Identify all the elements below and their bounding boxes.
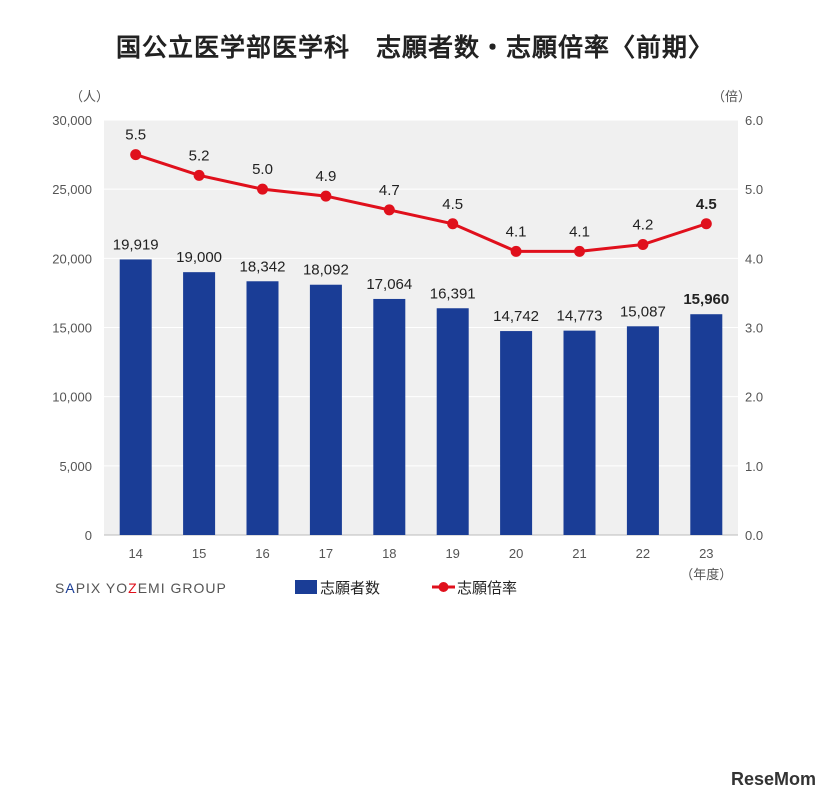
line-point — [383, 204, 395, 216]
bar — [436, 308, 469, 535]
bar-data-label: 18,092 — [303, 262, 349, 279]
y-left-unit: （人） — [70, 89, 109, 104]
y-left-tick-label: 10,000 — [52, 390, 92, 405]
y-right-tick-label: 1.0 — [745, 459, 763, 474]
line-point — [700, 218, 712, 230]
line-data-label: 4.2 — [632, 217, 653, 234]
bar — [690, 314, 723, 535]
line-data-label: 4.9 — [315, 168, 336, 185]
line-data-label: 5.2 — [189, 147, 210, 164]
y-right-tick-label: 2.0 — [745, 390, 763, 405]
bar — [183, 272, 216, 535]
x-tick-label: 15 — [192, 546, 206, 561]
bar-data-label: 15,087 — [620, 303, 666, 320]
line-data-label: 4.1 — [506, 223, 527, 240]
x-tick-label: 18 — [382, 546, 396, 561]
bar — [373, 298, 406, 535]
bar-data-label: 17,064 — [366, 276, 412, 293]
bar — [309, 284, 342, 535]
line-series — [135, 153, 707, 253]
line-point — [320, 190, 332, 202]
x-tick-label: 14 — [128, 546, 142, 561]
y-left-tick-label: 25,000 — [52, 182, 92, 197]
y-left-tick-label: 20,000 — [52, 251, 92, 266]
y-right-unit: （倍） — [712, 89, 751, 104]
y-left-tick-label: 15,000 — [52, 321, 92, 336]
line-point — [130, 149, 142, 161]
resemom-logo: ReseMom — [730, 769, 816, 789]
bar — [500, 331, 533, 535]
x-tick-label: 23 — [699, 546, 713, 561]
y-right-tick-label: 5.0 — [745, 182, 763, 197]
bar — [563, 330, 596, 535]
line-data-label: 4.5 — [442, 196, 463, 213]
bar — [119, 259, 152, 535]
bar-data-label: 19,919 — [113, 236, 159, 253]
x-tick-label: 16 — [255, 546, 269, 561]
bar-data-label: 15,960 — [683, 291, 729, 308]
y-left-tick-label: 30,000 — [52, 113, 92, 128]
legend-label-ratio: 志願倍率 — [457, 580, 517, 597]
y-right-tick-label: 3.0 — [745, 321, 763, 336]
bar-data-label: 14,742 — [493, 308, 539, 325]
bar-data-label: 16,391 — [430, 285, 476, 302]
bar — [246, 281, 279, 535]
y-right-tick-label: 4.0 — [745, 251, 763, 266]
line-data-label: 5.5 — [125, 127, 146, 144]
legend-label-applicants: 志願者数 — [320, 580, 380, 597]
chart-title: 国公立医学部医学科 志願者数・志願倍率〈前期〉 — [115, 33, 714, 62]
bar-data-label: 19,000 — [176, 249, 222, 266]
y-right-tick-label: 6.0 — [745, 113, 763, 128]
line-data-label: 4.1 — [569, 223, 590, 240]
line-point — [193, 169, 205, 181]
legend-line-marker — [438, 582, 449, 592]
bar-data-label: 14,773 — [557, 308, 603, 325]
y-left-tick-label: 0 — [85, 528, 92, 543]
x-tick-label: 17 — [319, 546, 333, 561]
bar — [626, 326, 659, 535]
y-left-tick-label: 5,000 — [59, 459, 92, 474]
y-right-tick-label: 0.0 — [745, 528, 763, 543]
line-point — [447, 218, 459, 230]
x-tick-label: 21 — [572, 546, 586, 561]
line-point — [574, 245, 585, 257]
x-axis-unit: （年度） — [680, 567, 732, 582]
line-point — [637, 239, 649, 250]
x-tick-label: 22 — [636, 546, 650, 561]
source-credit: SAPIX YOZEMI GROUP — [55, 580, 227, 596]
x-tick-label: 20 — [509, 546, 523, 561]
line-data-label: 5.0 — [252, 161, 273, 178]
line-data-label: 4.7 — [379, 182, 400, 199]
legend-bar-swatch — [295, 580, 317, 594]
line-point — [257, 183, 268, 195]
line-data-label: 4.5 — [696, 196, 717, 213]
bar-data-label: 18,342 — [240, 258, 286, 275]
x-tick-label: 19 — [445, 546, 459, 561]
line-point — [510, 245, 522, 257]
